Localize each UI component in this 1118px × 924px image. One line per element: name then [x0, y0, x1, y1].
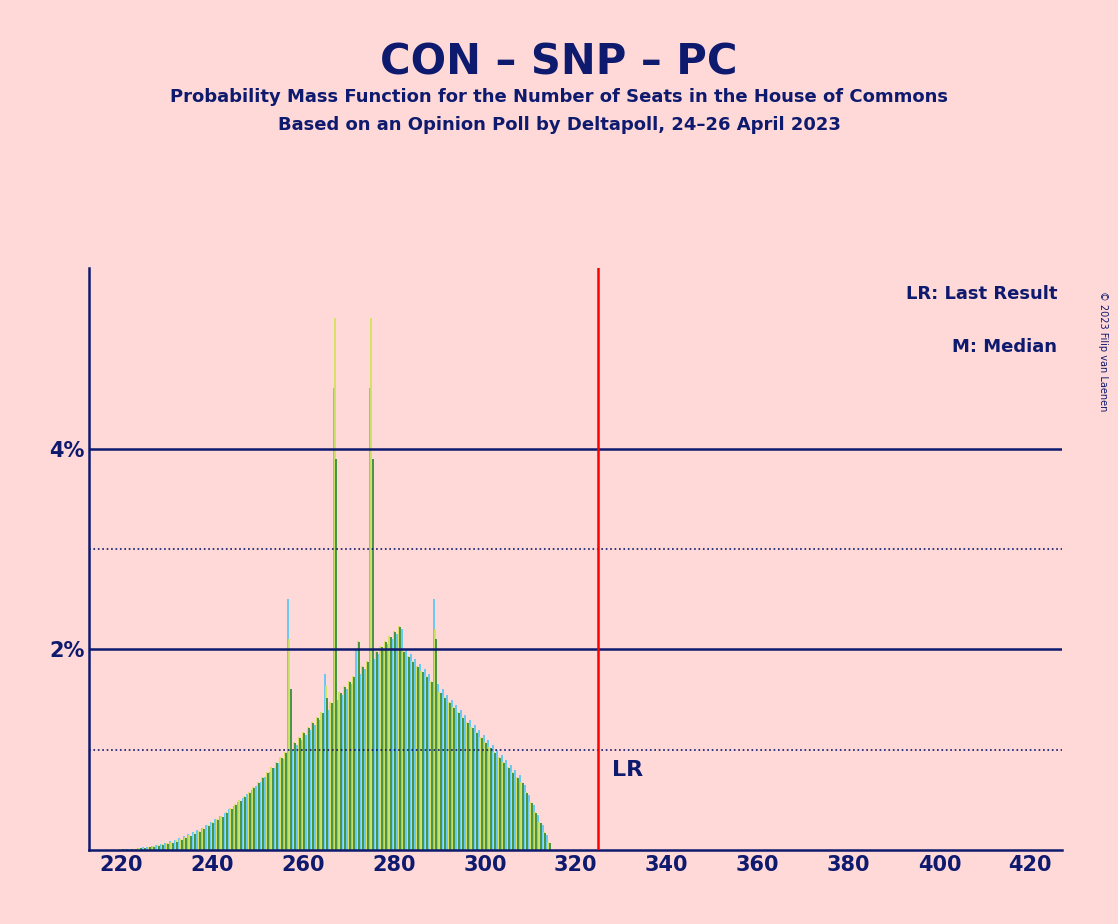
Text: LR: LR: [613, 760, 643, 780]
Text: CON – SNP – PC: CON – SNP – PC: [380, 42, 738, 83]
Text: M: Median: M: Median: [953, 338, 1058, 356]
Text: Based on an Opinion Poll by Deltapoll, 24–26 April 2023: Based on an Opinion Poll by Deltapoll, 2…: [277, 116, 841, 133]
Text: Probability Mass Function for the Number of Seats in the House of Commons: Probability Mass Function for the Number…: [170, 88, 948, 105]
Text: © 2023 Filip van Laenen: © 2023 Filip van Laenen: [1099, 291, 1108, 411]
Text: LR: Last Result: LR: Last Result: [906, 286, 1058, 303]
